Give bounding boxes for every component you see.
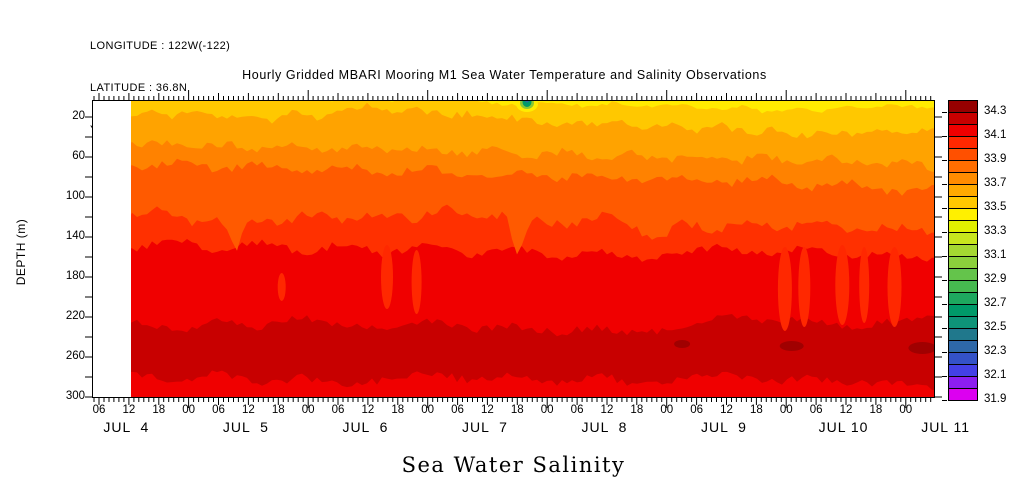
hour-tick-label: 18 bbox=[510, 404, 524, 416]
colorbar-tick bbox=[942, 256, 947, 257]
hour-tick-label: 12 bbox=[481, 404, 494, 416]
salty-blob bbox=[674, 340, 691, 348]
depth-tick-label: 100 bbox=[65, 190, 85, 202]
day-label: JUL 11 bbox=[921, 419, 970, 435]
hour-tick-label: 12 bbox=[839, 404, 853, 416]
fresh-streak bbox=[887, 247, 902, 327]
fresh-streak bbox=[859, 247, 870, 323]
day-label: JUL 10 bbox=[818, 419, 869, 435]
hour-tick-label: 06 bbox=[690, 404, 703, 416]
colorbar-tick bbox=[942, 184, 947, 185]
hour-tick-label: 18 bbox=[630, 404, 644, 416]
colorbar-label: 32.3 bbox=[984, 345, 1007, 357]
day-label: JUL 8 bbox=[581, 419, 628, 435]
colorbar-tick bbox=[942, 232, 947, 233]
colorbar-label: 33.7 bbox=[984, 177, 1007, 189]
hour-tick-label: 00 bbox=[540, 404, 554, 416]
hour-tick-label: 00 bbox=[899, 404, 913, 416]
colorbar-tick bbox=[942, 160, 947, 161]
hour-tick-label: 06 bbox=[92, 404, 106, 416]
depth-tick-label: 140 bbox=[65, 230, 85, 242]
no-data-region bbox=[92, 100, 131, 398]
hour-tick-label: 12 bbox=[361, 404, 375, 416]
day-label: JUL 5 bbox=[222, 419, 269, 435]
colorbar-tick bbox=[942, 208, 947, 209]
colorbar-tick bbox=[942, 112, 947, 113]
day-label: JUL 4 bbox=[103, 419, 150, 435]
colorbar-label: 33.3 bbox=[984, 225, 1007, 237]
day-label: JUL 7 bbox=[461, 419, 508, 435]
salty-blob bbox=[908, 342, 935, 354]
fresh-streak bbox=[798, 247, 811, 327]
hour-tick-label: 06 bbox=[331, 404, 345, 416]
colorbar-tick bbox=[942, 352, 947, 353]
salinity-contour-plot bbox=[85, 90, 942, 408]
colorbar-tick bbox=[942, 328, 947, 329]
day-label: JUL 6 bbox=[342, 419, 389, 435]
hour-tick-label: 18 bbox=[749, 404, 763, 416]
hour-tick-label: 06 bbox=[570, 404, 584, 416]
colorbar-label: 33.5 bbox=[984, 201, 1007, 213]
hour-tick-label: 18 bbox=[271, 404, 285, 416]
bottom-title: Sea Water Salinity bbox=[401, 453, 626, 477]
hour-tick-label: 00 bbox=[421, 404, 435, 416]
hour-tick-label: 00 bbox=[182, 404, 196, 416]
hour-tick-label: 06 bbox=[451, 404, 464, 416]
plot-title: Hourly Gridded MBARI Mooring M1 Sea Wate… bbox=[242, 68, 767, 82]
salty-blob bbox=[779, 341, 804, 351]
depth-tick-label: 260 bbox=[65, 350, 85, 362]
depth-tick-label: 20 bbox=[72, 110, 85, 122]
fresh-streak bbox=[381, 245, 393, 309]
hour-tick-label: 18 bbox=[869, 404, 883, 416]
colorbar-tick bbox=[942, 280, 947, 281]
colorbar-label: 34.3 bbox=[984, 105, 1007, 117]
depth-tick-label: 220 bbox=[65, 310, 85, 322]
hour-tick-label: 06 bbox=[212, 404, 225, 416]
colorbar-box bbox=[948, 388, 978, 401]
latitude-label: LATITUDE : 36.8N bbox=[90, 82, 188, 94]
colorbar-label: 34.1 bbox=[984, 129, 1007, 141]
depth-tick-label: 300 bbox=[65, 390, 85, 402]
colorbar bbox=[948, 100, 978, 401]
hour-tick-label: 12 bbox=[720, 404, 733, 416]
colorbar-label: 32.9 bbox=[984, 273, 1007, 285]
depth-tick-label: 180 bbox=[65, 270, 85, 282]
colorbar-tick bbox=[942, 376, 947, 377]
colorbar-label: 32.5 bbox=[984, 321, 1007, 333]
hour-tick-label: 18 bbox=[391, 404, 405, 416]
depth-tick-label: 60 bbox=[72, 150, 85, 162]
colorbar-tick bbox=[942, 400, 947, 401]
hour-tick-label: 12 bbox=[600, 404, 614, 416]
fresh-streak bbox=[277, 273, 286, 301]
colorbar-label: 32.7 bbox=[984, 297, 1007, 309]
colorbar-label: 32.1 bbox=[984, 369, 1007, 381]
fresh-streak bbox=[411, 250, 422, 314]
day-label: JUL 9 bbox=[701, 419, 747, 435]
band-surface-yellow bbox=[92, 100, 935, 114]
longitude-label: LONGITUDE : 122W(-122) bbox=[90, 40, 231, 52]
hour-tick-label: 12 bbox=[122, 404, 136, 416]
hour-tick-label: 00 bbox=[779, 404, 793, 416]
colorbar-tick bbox=[942, 304, 947, 305]
colorbar-label: 33.9 bbox=[984, 153, 1007, 165]
hour-tick-label: 00 bbox=[301, 404, 315, 416]
fresh-streak bbox=[835, 245, 850, 325]
colorbar-label: 33.1 bbox=[984, 249, 1007, 261]
axis-ticks bbox=[85, 90, 942, 408]
hour-tick-label: 12 bbox=[241, 404, 255, 416]
hour-tick-label: 00 bbox=[660, 404, 674, 416]
hour-tick-label: 06 bbox=[809, 404, 823, 416]
colorbar-tick bbox=[942, 136, 947, 137]
plot-frame bbox=[92, 100, 935, 398]
colorbar-label: 31.9 bbox=[984, 393, 1007, 405]
surface-fresh-anomaly bbox=[522, 100, 532, 107]
hour-tick-label: 18 bbox=[152, 404, 166, 416]
fresh-streak bbox=[777, 247, 792, 331]
